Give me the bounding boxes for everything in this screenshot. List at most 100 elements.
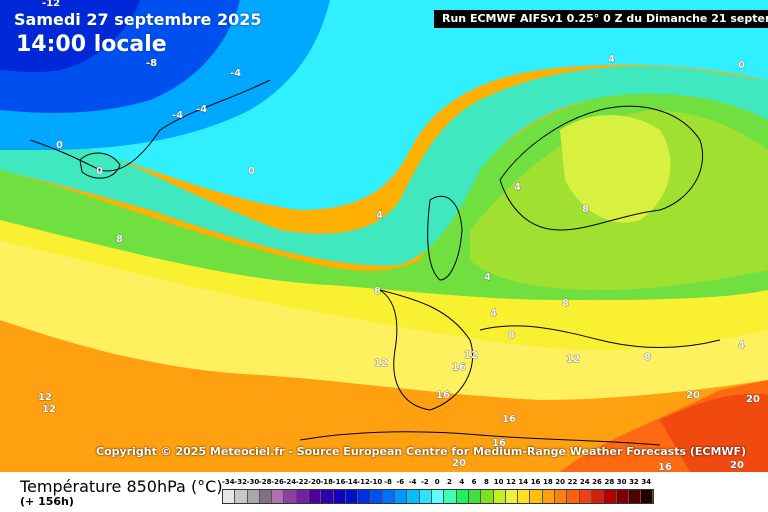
scale-swatch [604,490,617,503]
svg-text:8: 8 [116,234,123,245]
scale-label: -8 [384,478,392,486]
scale-label: -10 [369,478,383,486]
scale-label: 2 [447,478,452,486]
svg-text:16: 16 [492,438,506,449]
british-isles-coast [427,195,463,281]
scale-swatch [616,490,629,503]
svg-text:4: 4 [484,272,491,283]
scale-label: 0 [434,478,440,486]
svg-text:4: 4 [376,210,383,221]
scale-swatch [247,490,260,503]
scale-swatch [284,490,297,503]
svg-text:16: 16 [658,462,672,472]
run-info: Run ECMWF AIFSv1 0.25° 0 Z du Dimanche 2… [434,10,768,28]
europe-coast [379,289,721,411]
scale-label: -34 [222,478,235,486]
scale-swatch [481,490,494,503]
svg-text:0: 0 [56,140,63,151]
scale-swatch [542,490,556,503]
scale-swatches [222,489,655,504]
svg-text:4: 4 [738,340,745,351]
svg-text:8: 8 [508,330,515,341]
scandinavia-coast [499,105,704,231]
scale-label: -28 [258,478,272,486]
svg-text:8: 8 [644,352,651,363]
scale-labels: -34 -32 -30 -28 -26 -24 -22 -20 -18 -16 -14 -12 -10-… [222,478,654,486]
scale-swatch [333,490,346,503]
scale-label: 16 [530,478,541,486]
svg-text:4: 4 [608,54,615,65]
scale-label: 4 [459,478,465,486]
scale-swatch [382,490,396,503]
svg-text:20: 20 [686,390,700,401]
scale-swatch [407,490,420,503]
svg-text:0: 0 [96,166,103,177]
scale-label: 12 [506,478,516,486]
scale-label: 20 [555,478,566,486]
scale-swatch [309,490,322,503]
scale-label: 32 [629,478,639,486]
scale-label: -4 [408,478,417,486]
scale-label: 30 [616,478,627,486]
scale-swatch [272,490,285,503]
scale-label: -14 [344,478,358,486]
svg-text:16: 16 [436,390,450,401]
scale-label: -20 [308,478,321,486]
scale-swatch [518,490,531,503]
svg-text:0: 0 [738,60,745,71]
scale-label: -24 [283,478,297,486]
scale-label: -30 [246,478,260,486]
svg-text:20: 20 [730,460,744,471]
turquoise-zone [0,66,768,266]
scale-swatch [259,490,273,503]
svg-text:-4: -4 [230,68,241,79]
svg-text:12: 12 [464,350,478,361]
svg-text:0: 0 [248,166,255,177]
svg-text:8: 8 [582,204,589,215]
scale-label: 22 [567,478,578,486]
scale-label: 18 [542,478,553,486]
scale-swatch [370,490,383,503]
scale-swatch [628,490,642,503]
svg-text:-4: -4 [172,110,183,121]
africa-coast [299,431,661,446]
scale-label: 28 [604,478,615,486]
svg-text:12: 12 [374,358,388,369]
legend-title: Température 850hPa (°C) [20,477,223,496]
scale-swatch [345,490,359,503]
scale-label: -22 [295,478,309,486]
svg-text:20: 20 [746,394,760,405]
svg-text:-4: -4 [196,104,207,115]
copyright: Copyright © 2025 Meteociel.fr - Source E… [96,445,747,458]
scale-swatch [432,490,445,503]
scale-swatch [456,490,469,503]
scale-swatch [395,490,408,503]
svg-text:12: 12 [566,354,580,365]
scale-swatch [358,490,371,503]
scale-swatch [591,490,605,503]
yellow-zone [0,180,768,350]
scale-label: -26 [271,478,284,486]
scale-swatch [444,490,457,503]
scale-swatch [235,490,248,503]
svg-text:-8: -8 [146,58,157,69]
svg-text:12: 12 [38,392,52,403]
scale-label: 14 [518,478,529,486]
scale-label: 26 [592,478,602,486]
scale-label: 6 [471,478,477,486]
svg-text:4: 4 [490,308,497,319]
scale-label: 34 [641,478,652,486]
scale-swatch [468,490,482,503]
scale-swatch [296,490,310,503]
scandinavia-warm [560,115,671,223]
scale-swatch [567,490,580,503]
svg-text:20: 20 [452,458,466,469]
scale-swatch [641,490,654,503]
scale-swatch [321,490,334,503]
temperature-map: -12 -8 -4 -4 -4 0 0 0 0 4 4 4 4 4 4 8 8 … [0,0,768,472]
scale-swatch [493,490,506,503]
scale-swatch [555,490,568,503]
forecast-time: 14:00 locale [16,32,167,57]
scale-label: -12 [357,478,370,486]
scale-label: -18 [320,478,334,486]
